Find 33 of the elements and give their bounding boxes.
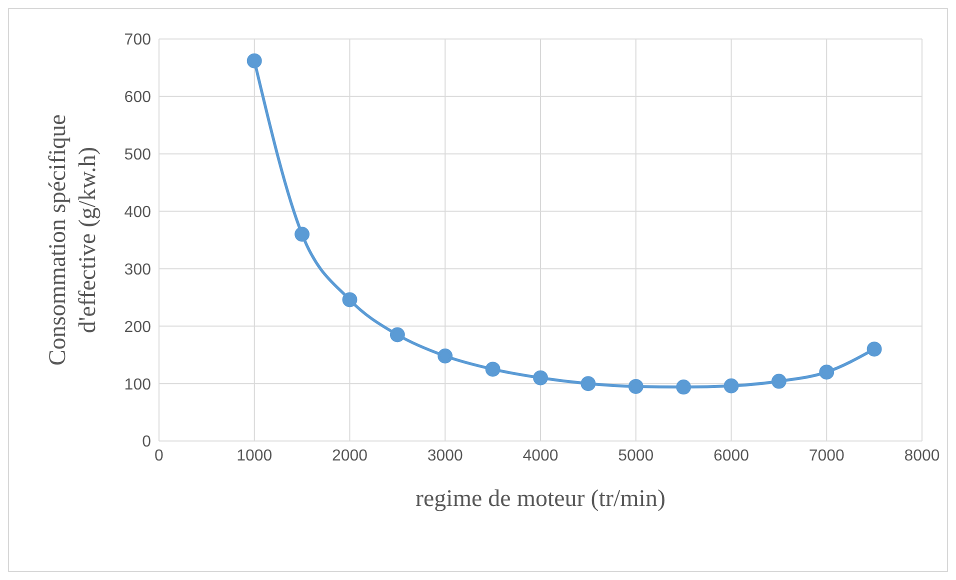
y-tick-label: 700: [124, 32, 152, 49]
x-tick-label: 0: [154, 447, 164, 464]
point: [580, 376, 596, 392]
y-tick-label: 500: [124, 146, 152, 164]
y-tick-label: 300: [124, 261, 152, 278]
x-tick-label: 8000: [904, 447, 940, 464]
point: [485, 362, 500, 377]
point: [676, 380, 692, 395]
x-tick-label: 6000: [713, 447, 750, 464]
point: [342, 292, 358, 308]
y-tick-label: 0: [142, 434, 152, 451]
x-tick-label: 5000: [618, 447, 654, 464]
x-tick-label: 7000: [808, 447, 845, 464]
point: [533, 370, 548, 386]
x-tick-label: 4000: [522, 447, 558, 464]
y-tick-label: 200: [124, 318, 152, 336]
point: [390, 327, 405, 342]
y-tick-label: 600: [124, 89, 152, 106]
point: [771, 374, 786, 389]
point: [438, 348, 453, 364]
y-axis-title: Consommation spécifique d'effective (g/kw.h): [45, 114, 101, 366]
point: [246, 53, 262, 68]
point: [294, 226, 310, 242]
point: [724, 378, 739, 394]
y-tick-label: 100: [124, 376, 152, 394]
x-tick-label: 3000: [427, 447, 464, 464]
point: [819, 364, 834, 380]
x-axis-title: regime de moteur (tr/min): [416, 486, 666, 512]
point: [866, 342, 882, 357]
y-tick-label: 400: [124, 204, 152, 221]
x-tick-label: 2000: [332, 447, 368, 464]
point: [628, 378, 644, 394]
x-tick-label: 1000: [236, 447, 272, 464]
